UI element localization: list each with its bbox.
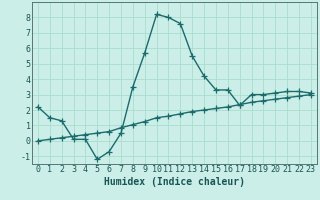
- X-axis label: Humidex (Indice chaleur): Humidex (Indice chaleur): [104, 177, 245, 187]
